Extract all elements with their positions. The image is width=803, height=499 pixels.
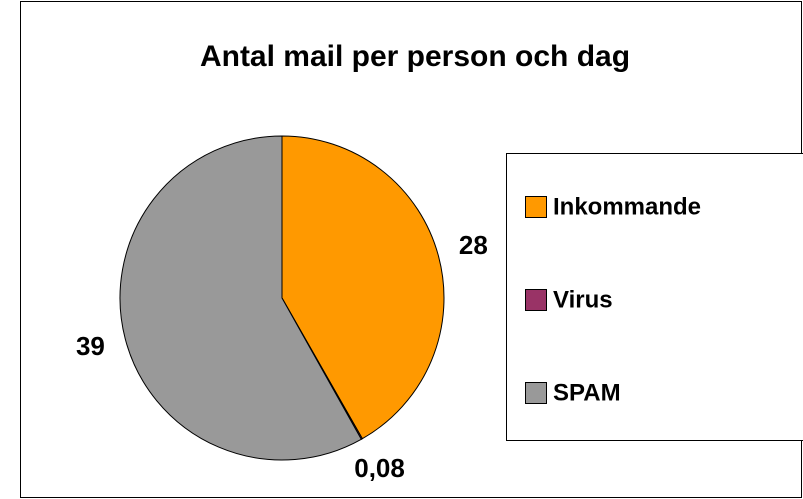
pie-slice	[281, 135, 445, 440]
legend-box	[506, 153, 803, 441]
legend-label: Virus	[553, 286, 613, 313]
legend-swatch	[525, 196, 547, 218]
data-label: 39	[76, 331, 105, 361]
legend-label: Inkommande	[553, 193, 701, 220]
pie-slice	[119, 135, 362, 461]
legend-label: SPAM	[553, 379, 621, 406]
data-label: 0,08	[354, 453, 405, 483]
legend-swatch	[525, 382, 547, 404]
legend-swatch	[525, 289, 547, 311]
chart-title: Antal mail per person och dag	[200, 40, 630, 73]
data-label: 28	[459, 230, 488, 260]
